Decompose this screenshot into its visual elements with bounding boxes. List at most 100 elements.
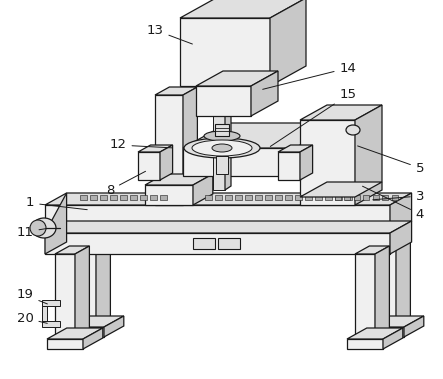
Text: 19: 19 [16,288,47,304]
Bar [216,156,228,174]
Polygon shape [295,123,340,176]
Bar [325,195,332,200]
Polygon shape [396,234,410,327]
Polygon shape [55,246,89,254]
Polygon shape [45,205,390,233]
Polygon shape [138,145,173,152]
Polygon shape [155,87,198,95]
Bar [373,195,379,200]
Bar [215,195,222,200]
Ellipse shape [30,220,46,236]
Bar [150,195,157,200]
Bar [305,195,312,200]
Ellipse shape [346,125,360,135]
Bar [120,195,127,200]
Polygon shape [183,87,198,205]
Polygon shape [376,242,396,327]
Bar [130,195,137,200]
Bar [382,195,389,200]
Polygon shape [300,182,382,197]
Bar [215,124,229,136]
Bar [245,195,252,200]
Polygon shape [96,234,110,327]
Bar [205,195,212,200]
Bar [218,238,240,249]
Polygon shape [347,339,383,349]
Bar [225,195,232,200]
Text: 15: 15 [270,89,357,146]
Polygon shape [183,123,340,148]
Polygon shape [104,316,124,337]
Polygon shape [68,327,104,337]
Polygon shape [45,233,390,254]
Polygon shape [55,254,75,339]
Polygon shape [47,339,83,349]
Ellipse shape [184,138,260,158]
Bar [42,306,47,321]
Polygon shape [251,71,278,116]
Text: 13: 13 [147,23,192,44]
Polygon shape [145,185,193,205]
Polygon shape [383,328,403,349]
Ellipse shape [204,131,240,141]
Polygon shape [45,221,412,233]
Polygon shape [155,95,183,205]
Polygon shape [180,18,270,86]
Bar [213,95,225,190]
Bar [193,238,215,249]
Polygon shape [368,327,404,337]
Bar [285,195,292,200]
Text: 5: 5 [358,146,424,174]
Bar [90,195,97,200]
Bar [315,195,322,200]
Polygon shape [355,105,382,205]
Polygon shape [355,246,389,254]
Polygon shape [368,316,424,327]
Bar [160,195,167,200]
Polygon shape [390,221,412,254]
Polygon shape [76,234,110,242]
Polygon shape [404,316,424,337]
Text: 8: 8 [106,171,146,196]
Polygon shape [138,152,160,180]
Bar [335,195,342,200]
Bar [235,195,242,200]
Bar [345,195,350,200]
Bar [354,195,360,200]
Bar [392,195,398,200]
Bar [364,195,369,200]
Polygon shape [68,316,124,327]
Text: 1: 1 [26,196,87,210]
Polygon shape [390,193,412,233]
Text: 3: 3 [373,190,424,202]
Polygon shape [193,174,213,205]
Bar [345,195,352,200]
Bar [335,195,341,200]
Text: 14: 14 [263,61,357,89]
Polygon shape [300,105,382,120]
Ellipse shape [212,144,232,152]
Bar [217,124,227,138]
Bar [42,300,60,306]
Polygon shape [45,193,66,254]
Bar [255,195,262,200]
Polygon shape [160,145,173,180]
Polygon shape [278,145,313,152]
Polygon shape [300,145,313,180]
Ellipse shape [32,218,56,238]
Polygon shape [225,91,231,190]
Text: 12: 12 [109,138,172,152]
Bar [140,195,147,200]
Polygon shape [270,0,306,86]
Polygon shape [300,120,355,205]
Bar [110,195,117,200]
Polygon shape [376,234,410,242]
Polygon shape [347,328,403,339]
Polygon shape [76,242,96,327]
Polygon shape [75,246,89,339]
Bar [295,195,302,200]
Bar [265,195,272,200]
Text: 4: 4 [362,186,424,221]
Polygon shape [145,174,213,185]
Polygon shape [375,246,389,339]
